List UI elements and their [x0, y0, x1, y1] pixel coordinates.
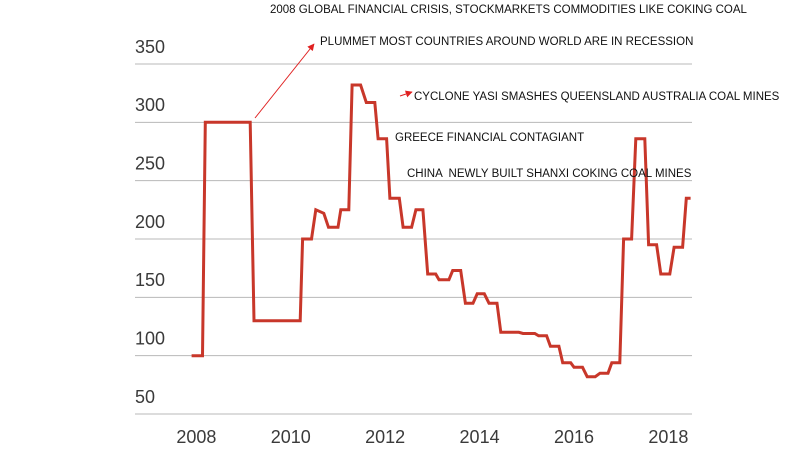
y-tick-label: 150 — [135, 270, 165, 290]
annotation: CHINA NEWLY BUILT SHANXI COKING COAL MIN… — [407, 168, 692, 180]
line — [191, 83, 691, 379]
x-tick-label: 2018 — [648, 427, 688, 447]
x-tick-label: 2016 — [554, 427, 594, 447]
y-tick-label: 250 — [135, 153, 165, 173]
annotation-arrow — [399, 90, 413, 98]
y-tick-label: 350 — [135, 37, 165, 57]
x-tick-label: 2012 — [365, 427, 405, 447]
x-tick-label: 2014 — [460, 427, 500, 447]
grid — [135, 63, 692, 415]
y-tick-label: 100 — [135, 328, 165, 348]
annotation: GREECE FINANCIAL CONTAGIANT — [395, 132, 584, 144]
annotation: CYCLONE YASI SMASHES QUEENSLAND AUSTRALI… — [414, 91, 780, 103]
y-tick-label: 300 — [135, 95, 165, 115]
annotation: PLUMMET MOST COUNTRIES AROUND WORLD ARE … — [320, 36, 693, 48]
y-tick-label: 50 — [135, 387, 155, 407]
y-tick-label: 200 — [135, 212, 165, 232]
annotation: 2008 GLOBAL FINANCIAL CRISIS, STOCKMARKE… — [270, 4, 748, 16]
x-tick-label: 2010 — [271, 427, 311, 447]
plot — [191, 83, 691, 379]
x-tick-label: 2008 — [176, 427, 216, 447]
annotation-arrow — [254, 43, 315, 119]
